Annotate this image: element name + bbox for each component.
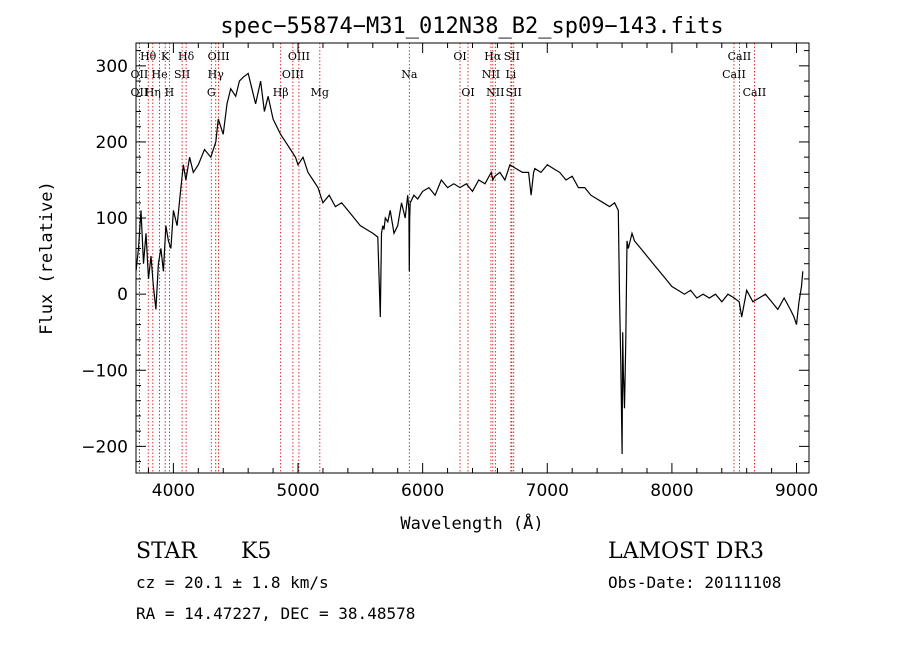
y-tick-label: 300 [96,57,128,77]
axis-ticks: 4000 5000 6000 7000 8000 9000 −200 −100 0 100 200 3… [81,43,818,501]
spectrum-line [135,72,804,455]
y-tick-label: −100 [81,361,128,381]
line-label: NII [486,86,504,99]
line-label: CaII [722,68,746,81]
obs-date: Obs-Date: 20111108 [608,573,782,592]
y-tick-label: −200 [81,437,128,457]
line-label: Na [401,68,418,81]
line-label: He [152,68,168,81]
line-label: NII [482,68,500,81]
line-markers [138,43,755,473]
line-label: Hθ [140,50,157,63]
line-label: OI [453,50,466,63]
line-label: K [161,50,170,63]
line-labels: HθOIIOIIHηHeKHSIIHδGHγOIIIHβOIIIOIIIMgNa… [131,50,767,99]
x-tick-label: 5000 [276,481,319,501]
x-axis-label: Wavelength (Å) [400,512,543,534]
line-label: OIII [208,50,230,63]
line-label: OII [131,68,149,81]
plot-frame [135,42,810,474]
line-label: SII [506,86,522,99]
line-label: Hβ [273,86,289,99]
line-label: Hα [484,50,502,63]
x-tick-label: 8000 [650,481,693,501]
line-label: Li [505,68,516,81]
line-label: Mg [311,86,329,99]
redshift-readout: cz = 20.1 ± 1.8 km/s [136,573,329,592]
line-label: OIII [288,50,310,63]
x-tick-label: 9000 [775,481,818,501]
line-label: SII [504,50,520,63]
line-label: H [165,86,175,99]
y-tick-label: 200 [96,133,128,153]
line-label: CaII [743,86,767,99]
x-tick-label: 7000 [526,481,569,501]
line-label: Hη [145,86,161,99]
line-label: OIII [282,68,304,81]
y-tick-label: 0 [117,285,128,305]
y-axis-label: Flux (relative) [37,181,57,335]
line-label: Hδ [178,50,195,63]
line-label: Hγ [208,68,225,81]
line-label: CaII [728,50,752,63]
x-tick-label: 6000 [401,481,444,501]
line-label: OI [461,86,474,99]
coordinates: RA = 14.47227, DEC = 38.48578 [136,604,416,623]
survey-label: LAMOST DR3 [608,539,764,564]
class-label: STAR [136,539,197,564]
subclass-label: K5 [241,539,272,564]
y-tick-label: 100 [96,209,128,229]
chart-title: spec−55874−M31_012N38_B2_sp09−143.fits [220,14,723,39]
line-label: OII [131,86,149,99]
x-tick-label: 4000 [152,481,195,501]
line-label: G [207,86,216,99]
line-label: SII [174,68,190,81]
